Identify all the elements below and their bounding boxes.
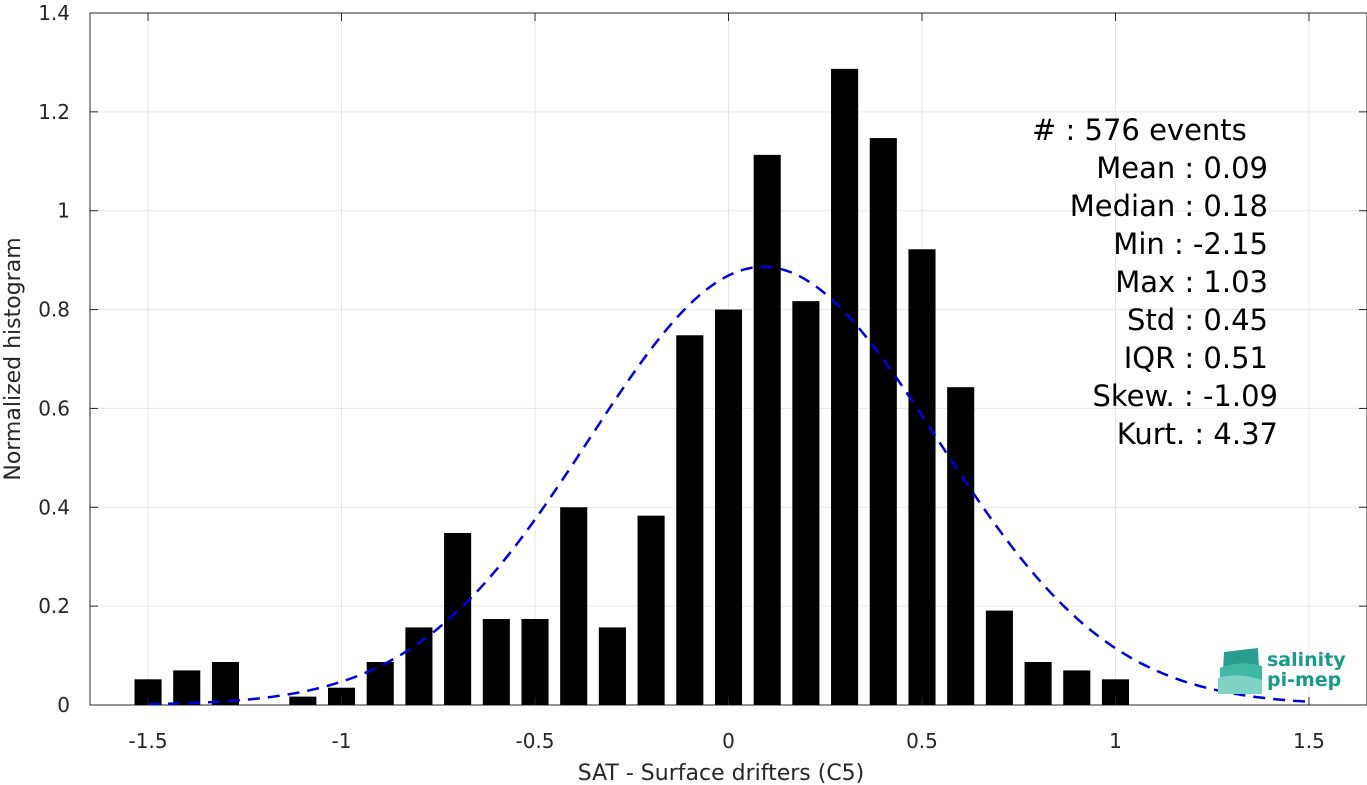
histogram-bar	[714, 309, 743, 705]
stat-max: Max : 1.03	[1115, 265, 1268, 299]
histogram-bar	[289, 696, 317, 705]
histogram-bar	[482, 618, 510, 705]
stat-min: Min : -2.15	[1113, 227, 1268, 261]
stat-events: # : 576 events	[1032, 113, 1247, 147]
x-axis-label: SAT - Surface drifters (C5)	[578, 761, 865, 785]
tick-labels: -1.5 -1 -0.5 0 0.5 1 1.5 0 0.2 0.4 0.6 0.8 1 1.2 1.4	[38, 1, 1325, 753]
histogram-bar	[521, 618, 549, 705]
histogram-bar	[985, 610, 1013, 705]
x-tick-label: 0	[722, 729, 735, 753]
histogram-bar	[173, 670, 201, 705]
stat-mean: Mean : 0.09	[1096, 151, 1268, 185]
y-axis-label: Normalized histogram	[1, 237, 26, 480]
logo-text-pimep: pi-mep	[1267, 669, 1341, 691]
stat-std: Std : 0.45	[1127, 303, 1268, 337]
histogram-bar	[560, 507, 588, 705]
y-tick-label: 0.6	[38, 396, 70, 420]
histogram-bar	[1024, 661, 1052, 705]
x-tick-label: -1	[332, 729, 352, 753]
logo-text-salinity: salinity	[1267, 649, 1346, 671]
histogram-bar	[598, 627, 626, 705]
stat-kurtosis: Kurt. : 4.37	[1117, 417, 1278, 451]
x-tick-label: 0.5	[906, 729, 938, 753]
stat-iqr: IQR : 0.51	[1124, 341, 1268, 375]
histogram-bar	[792, 301, 820, 705]
bars	[134, 68, 1130, 706]
y-tick-label: 0	[57, 693, 70, 717]
histogram-bar	[908, 249, 936, 706]
histogram-bar	[947, 387, 975, 705]
statistics-box: # : 576 events Mean : 0.09 Median : 0.18…	[1032, 113, 1278, 451]
histogram-bar	[753, 154, 781, 706]
y-tick-label: 0.4	[38, 495, 70, 519]
histogram-bar	[831, 68, 859, 705]
histogram-bar	[676, 335, 704, 705]
grid	[90, 12, 1367, 706]
y-tick-label: 0.8	[38, 298, 70, 322]
histogram-bar	[211, 661, 239, 705]
gaussian-fit-curve	[148, 265, 1310, 706]
y-tick-label: 1.4	[38, 1, 70, 25]
logo-wave-icon	[1218, 648, 1262, 694]
x-tick-label: 1.5	[1293, 729, 1325, 753]
histogram-bar	[405, 627, 433, 705]
y-tick-label: 0.2	[38, 594, 70, 618]
histogram-bar	[637, 515, 665, 705]
stat-median: Median : 0.18	[1070, 189, 1268, 223]
stat-skewness: Skew. : -1.09	[1092, 379, 1278, 413]
x-tick-label: 1	[1109, 729, 1122, 753]
y-tick-label: 1	[57, 199, 70, 223]
y-tick-label: 1.2	[38, 100, 70, 124]
histogram-bar	[327, 687, 356, 705]
x-tick-label: -0.5	[515, 729, 554, 753]
histogram-bar	[1063, 670, 1091, 705]
histogram-bar	[869, 138, 897, 705]
ticks	[90, 12, 1367, 706]
histogram-bar	[366, 661, 394, 705]
salinity-pimep-logo: salinity pi-mep	[1218, 648, 1346, 694]
x-tick-label: -1.5	[129, 729, 168, 753]
